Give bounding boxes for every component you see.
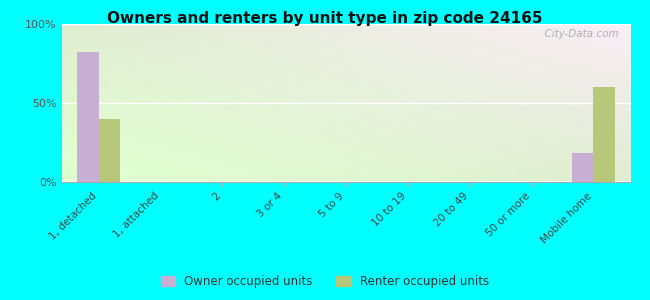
Text: City-Data.com: City-Data.com (538, 29, 619, 39)
Text: Owners and renters by unit type in zip code 24165: Owners and renters by unit type in zip c… (107, 11, 543, 26)
Bar (77, 52, 99, 182)
Bar (572, 153, 593, 182)
Bar (99, 118, 120, 182)
Bar (593, 87, 615, 182)
Legend: Owner occupied units, Renter occupied units: Owner occupied units, Renter occupied un… (156, 270, 494, 292)
